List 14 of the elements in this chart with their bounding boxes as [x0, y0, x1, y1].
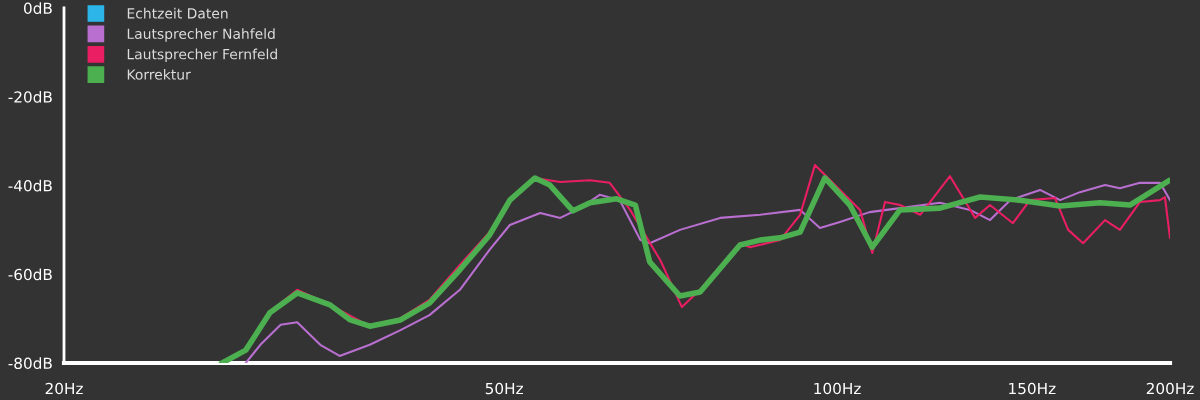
y-tick-label: -20dB	[8, 90, 52, 103]
y-tick-label: -80dB	[8, 357, 52, 370]
y-tick-label: 0dB	[23, 2, 52, 15]
x-tick-label: 50Hz	[485, 382, 523, 395]
legend-label: Echtzeit Daten	[127, 7, 228, 19]
x-tick-label: 150Hz	[1009, 382, 1056, 395]
y-tick-label: -40dB	[8, 179, 52, 192]
x-tick-label: 20Hz	[45, 382, 83, 395]
y-tick-label: -60dB	[8, 268, 52, 281]
legend-label: Korrektur	[127, 69, 191, 80]
x-tick-label: 200Hz	[1146, 382, 1194, 395]
legend-label: Lautsprecher Fernfeld	[127, 48, 277, 63]
x-tick-label: 100Hz	[814, 382, 861, 395]
legend-label: Lautsprecher Nahfeld	[127, 28, 275, 42]
